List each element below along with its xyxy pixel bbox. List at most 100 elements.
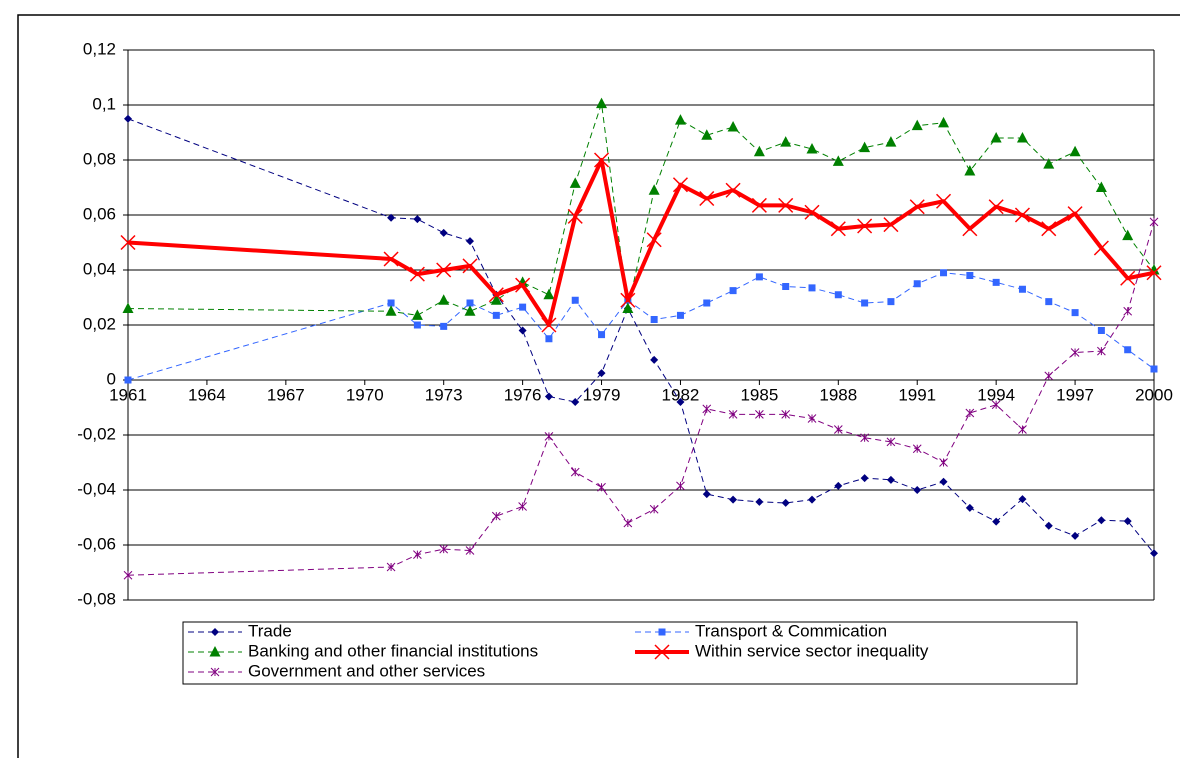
marker	[672, 177, 688, 193]
marker	[518, 502, 527, 511]
marker	[725, 182, 741, 198]
marker	[120, 234, 136, 251]
marker	[1071, 531, 1080, 540]
marker	[936, 193, 952, 209]
marker	[913, 280, 921, 288]
x-tick-label: 1982	[662, 385, 700, 404]
marker	[807, 414, 817, 423]
marker	[1097, 346, 1106, 356]
marker	[1044, 521, 1053, 530]
marker	[702, 490, 711, 499]
x-tick-label: 1973	[425, 385, 463, 404]
marker	[1124, 346, 1132, 354]
x-tick-label: 1967	[267, 385, 305, 404]
marker	[622, 302, 634, 313]
marker	[518, 326, 527, 335]
marker	[753, 145, 765, 157]
marker	[440, 322, 448, 330]
marker	[728, 410, 738, 419]
marker	[1146, 265, 1162, 281]
marker	[413, 550, 422, 559]
marker	[571, 296, 579, 304]
legend-label: Within service sector inequality	[695, 641, 929, 660]
legend-box	[182, 621, 1078, 685]
marker	[703, 299, 711, 307]
marker	[515, 277, 531, 293]
marker	[912, 444, 922, 454]
marker	[597, 482, 606, 492]
x-tick-label: 1970	[346, 385, 384, 404]
x-tick-label: 1976	[504, 385, 542, 404]
legend: Trade Transport & Commication Banking and …	[182, 621, 1078, 685]
marker	[781, 410, 791, 419]
marker	[122, 302, 134, 313]
x-tick-label: 1979	[583, 385, 621, 404]
marker	[755, 497, 764, 506]
marker	[570, 467, 580, 477]
y-tick-label: 0,1	[92, 94, 116, 113]
y-tick-label: 0,02	[83, 314, 116, 333]
series-line	[127, 118, 1155, 554]
marker	[492, 311, 500, 319]
marker	[964, 165, 976, 176]
marker	[782, 283, 790, 290]
marker	[646, 232, 662, 248]
marker	[727, 121, 739, 132]
marker	[649, 504, 659, 514]
y-tick-label: 0,12	[83, 39, 116, 58]
marker	[781, 498, 790, 507]
marker	[466, 299, 474, 307]
marker	[1016, 132, 1028, 143]
marker	[808, 284, 816, 292]
marker	[699, 190, 715, 207]
marker	[676, 481, 685, 491]
marker	[1123, 517, 1132, 526]
marker	[413, 215, 422, 224]
marker	[859, 141, 871, 153]
marker	[886, 437, 896, 447]
marker	[1120, 270, 1136, 286]
marker	[1095, 181, 1107, 192]
marker	[913, 486, 922, 494]
marker	[488, 287, 504, 303]
marker	[992, 517, 1001, 526]
x-tick-label: 1988	[819, 385, 857, 404]
marker	[650, 355, 659, 364]
marker	[124, 114, 132, 123]
y-tick-label: -0,08	[77, 589, 116, 608]
marker	[650, 316, 658, 323]
marker	[654, 644, 670, 660]
marker	[832, 155, 844, 166]
marker	[491, 511, 501, 521]
marker	[729, 287, 737, 295]
marker	[965, 503, 974, 512]
marker	[886, 475, 895, 484]
legend-label: Banking and other financial institutions	[248, 641, 538, 660]
marker	[1041, 221, 1057, 237]
marker	[648, 184, 660, 195]
y-tick-label: 0,08	[83, 149, 116, 168]
marker	[465, 546, 475, 555]
x-tick-label: 1991	[898, 385, 936, 404]
marker	[1070, 348, 1080, 357]
marker	[860, 433, 869, 443]
marker	[806, 143, 818, 154]
marker	[387, 213, 396, 222]
marker	[490, 294, 502, 305]
marker	[755, 273, 763, 281]
marker	[834, 481, 843, 490]
marker	[411, 309, 423, 320]
marker	[385, 305, 397, 316]
marker	[1150, 549, 1158, 558]
marker	[778, 197, 794, 213]
legend-label: Transport & Commication	[695, 621, 887, 640]
series-line	[127, 272, 1155, 381]
marker	[209, 646, 221, 657]
y-tick-label: 0	[107, 369, 116, 388]
marker	[909, 199, 925, 215]
marker	[1018, 495, 1027, 504]
marker	[466, 237, 474, 246]
marker	[804, 204, 820, 220]
marker	[544, 392, 553, 401]
marker	[439, 544, 449, 554]
